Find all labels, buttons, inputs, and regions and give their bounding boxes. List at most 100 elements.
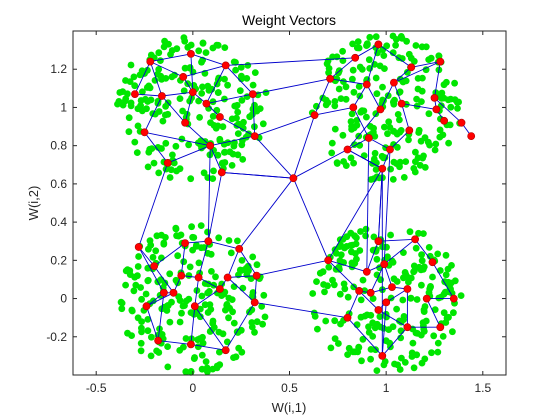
input-point	[363, 113, 370, 121]
input-point	[390, 127, 397, 135]
input-point	[439, 333, 447, 340]
input-point	[447, 103, 455, 111]
input-point	[152, 247, 160, 255]
input-point	[325, 263, 333, 271]
input-point	[180, 87, 188, 95]
input-point	[158, 145, 165, 152]
input-point	[188, 223, 196, 231]
input-point	[400, 274, 407, 282]
input-point	[238, 257, 246, 264]
input-point	[347, 118, 355, 125]
input-point	[160, 43, 168, 51]
neuron-weight-point	[349, 103, 358, 112]
input-point	[362, 225, 370, 233]
x-tick-label: 0.5	[281, 381, 298, 395]
x-tick-label: -0.5	[86, 381, 107, 395]
neuron-weight-point	[154, 336, 162, 345]
input-point	[363, 40, 371, 47]
input-point	[227, 249, 235, 257]
input-point	[413, 351, 421, 359]
input-point	[125, 114, 133, 122]
neuron-connection	[198, 277, 221, 290]
neuron-connection	[198, 241, 209, 278]
input-point	[311, 313, 319, 320]
input-point	[349, 75, 356, 83]
input-point	[240, 118, 247, 126]
neuron-connection	[157, 292, 165, 341]
neuron-connection	[138, 246, 165, 294]
input-point	[209, 98, 217, 106]
input-point	[350, 88, 358, 96]
neuron-weight-point	[374, 40, 383, 49]
input-point	[187, 309, 195, 316]
input-point	[424, 138, 432, 146]
neuron-connection	[385, 288, 408, 303]
input-point	[328, 149, 336, 157]
input-point	[418, 43, 426, 51]
neuron-weight-point	[457, 118, 466, 127]
neuron-weight-point	[163, 158, 172, 167]
neuron-connection	[432, 261, 455, 299]
neuron-connection	[252, 94, 256, 137]
input-point	[224, 81, 232, 89]
input-point	[349, 66, 357, 74]
neuron-connection	[358, 290, 379, 311]
input-point	[417, 266, 425, 274]
input-point	[122, 281, 129, 289]
input-point	[249, 81, 257, 89]
input-point	[344, 351, 351, 358]
neuron-connection	[381, 326, 408, 357]
input-point	[259, 320, 266, 328]
input-point	[234, 237, 241, 245]
input-point	[262, 89, 270, 96]
neuron-connection	[347, 290, 360, 318]
neuron-connection	[434, 61, 441, 98]
input-point	[167, 51, 174, 58]
input-point	[138, 295, 146, 303]
input-point	[337, 320, 344, 328]
neuron-weight-point	[436, 57, 445, 66]
neuron-weight-point	[215, 285, 224, 293]
neuron-connection	[330, 78, 367, 85]
input-point	[335, 340, 342, 347]
neuron-weight-point	[190, 302, 199, 311]
neuron-weight-point	[289, 174, 298, 183]
input-point	[195, 47, 203, 55]
neuron-connection	[389, 130, 410, 150]
input-point	[322, 317, 330, 325]
neuron-weight-point	[186, 50, 195, 58]
input-point	[442, 251, 450, 259]
neuron-connection	[146, 306, 159, 341]
input-point	[389, 323, 397, 331]
input-point	[393, 160, 400, 168]
neuron-weight-point	[169, 288, 178, 297]
input-point	[396, 88, 404, 96]
neuron-connection	[194, 305, 227, 351]
input-point	[400, 249, 407, 256]
neuron-weight-point	[235, 244, 244, 253]
neuron-weight-point	[440, 116, 448, 125]
neuron-connection	[190, 306, 196, 345]
input-point	[234, 151, 242, 159]
input-point	[414, 85, 422, 93]
input-point	[356, 63, 364, 71]
input-point	[138, 318, 146, 325]
neuron-connection	[352, 84, 368, 108]
input-point	[405, 136, 412, 144]
neuron-connection	[238, 177, 294, 250]
y-tick-label: 0.4	[50, 215, 67, 229]
input-point	[348, 263, 356, 271]
input-point	[137, 284, 145, 291]
input-point	[134, 105, 142, 113]
input-point	[173, 45, 181, 53]
input-point	[210, 167, 217, 175]
input-point	[344, 293, 352, 301]
input-point	[196, 335, 204, 343]
input-point	[164, 343, 172, 350]
input-point	[389, 32, 397, 40]
input-point	[139, 88, 146, 96]
input-point	[137, 339, 145, 347]
input-point	[331, 102, 339, 110]
neuron-connection	[205, 65, 227, 104]
input-point	[166, 318, 174, 326]
